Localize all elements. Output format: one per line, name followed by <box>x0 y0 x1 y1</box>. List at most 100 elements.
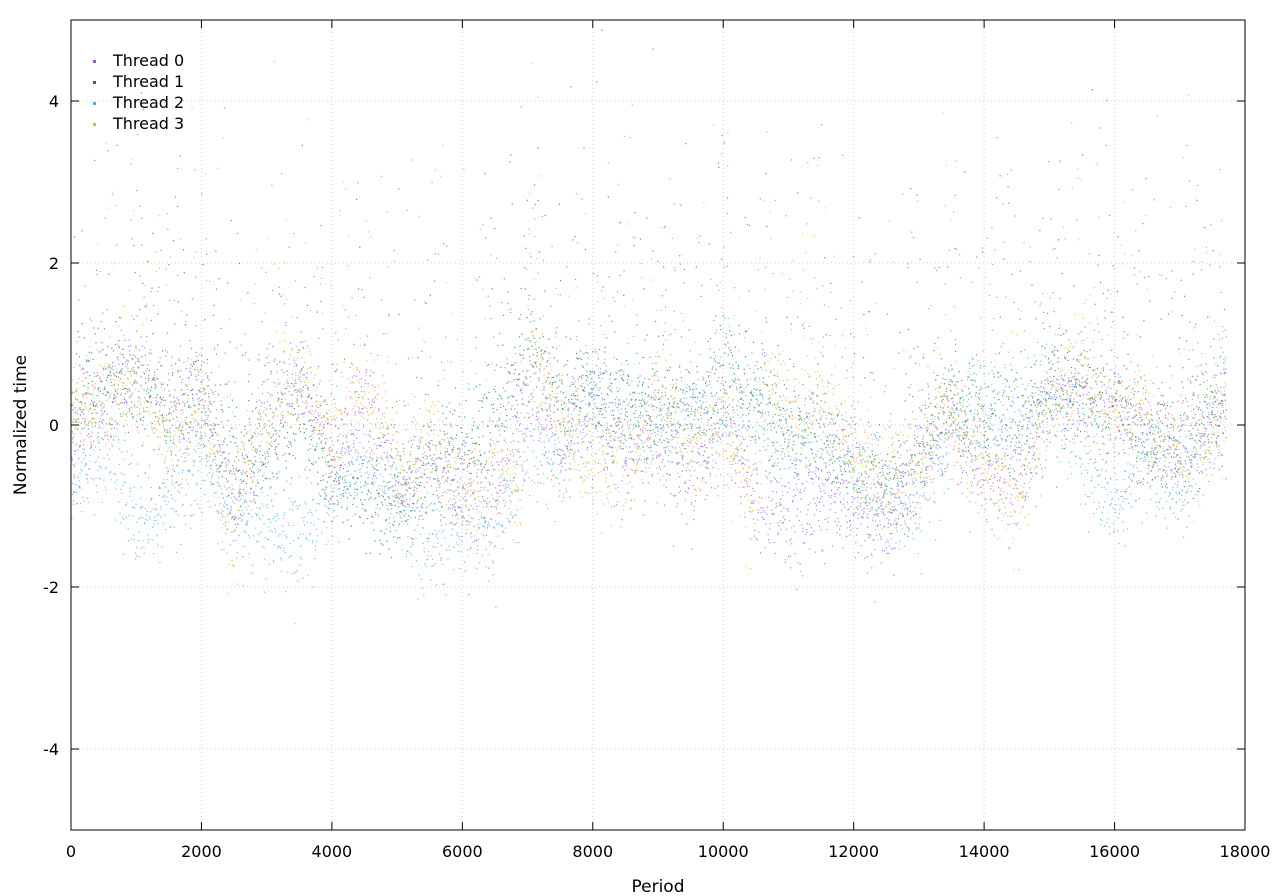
point <box>294 413 296 415</box>
point <box>422 464 425 466</box>
point <box>689 479 691 481</box>
point <box>808 548 811 550</box>
point <box>928 393 930 395</box>
point <box>232 465 234 467</box>
point <box>1173 437 1175 440</box>
point <box>379 539 381 541</box>
point <box>1164 491 1166 493</box>
point <box>638 436 640 438</box>
point <box>371 459 373 461</box>
point <box>193 361 195 363</box>
point <box>641 404 643 406</box>
point <box>208 396 210 398</box>
point <box>1176 454 1178 456</box>
point <box>670 493 672 495</box>
point <box>930 454 932 456</box>
point <box>1168 438 1170 440</box>
point <box>453 491 455 493</box>
point <box>761 497 763 499</box>
point <box>603 399 606 401</box>
point <box>105 394 107 396</box>
point <box>761 516 763 518</box>
point <box>588 441 590 443</box>
point <box>815 504 818 506</box>
point <box>525 338 527 340</box>
point <box>924 446 926 448</box>
point <box>321 449 323 451</box>
point <box>1056 456 1058 458</box>
point <box>827 521 829 523</box>
point <box>1068 339 1070 341</box>
point <box>789 540 791 542</box>
point <box>822 458 824 460</box>
point <box>714 373 716 375</box>
point <box>252 436 254 438</box>
point <box>277 477 279 479</box>
point <box>516 412 518 414</box>
point <box>296 364 298 366</box>
point <box>520 287 522 289</box>
point <box>883 526 885 528</box>
point <box>105 379 108 381</box>
point <box>662 385 664 388</box>
point <box>907 263 909 265</box>
point <box>102 348 104 351</box>
point <box>467 490 469 492</box>
point <box>213 446 215 448</box>
point <box>1022 497 1024 499</box>
point <box>435 445 437 447</box>
point <box>407 519 409 521</box>
point <box>106 413 108 415</box>
point <box>742 414 744 416</box>
point <box>152 232 154 235</box>
point <box>763 427 765 430</box>
point <box>583 390 585 392</box>
point <box>1225 372 1227 374</box>
point <box>608 432 610 434</box>
point <box>422 518 424 520</box>
point <box>630 399 632 401</box>
point <box>360 456 362 458</box>
point <box>133 382 135 384</box>
point <box>197 424 199 426</box>
point <box>322 475 324 477</box>
point <box>679 263 682 265</box>
point <box>503 439 505 441</box>
point <box>1217 455 1219 457</box>
point <box>764 352 766 354</box>
point <box>356 391 358 393</box>
point <box>105 354 107 356</box>
point <box>813 157 815 159</box>
point <box>888 511 890 513</box>
point <box>95 269 98 271</box>
point <box>380 445 382 447</box>
point <box>190 372 192 374</box>
point <box>310 412 312 414</box>
point <box>1035 436 1038 438</box>
point <box>296 317 298 319</box>
point <box>468 508 470 510</box>
point <box>990 465 992 467</box>
point <box>627 492 629 494</box>
point <box>749 479 751 481</box>
point <box>304 438 307 440</box>
point <box>518 336 521 338</box>
point <box>747 485 749 487</box>
point <box>502 530 504 532</box>
point <box>199 369 201 371</box>
point <box>677 431 679 434</box>
point <box>518 374 520 376</box>
point <box>586 448 588 451</box>
point <box>939 432 941 434</box>
point <box>764 383 766 385</box>
point <box>506 415 508 417</box>
point <box>153 371 156 373</box>
point <box>906 463 908 465</box>
point <box>835 511 837 513</box>
point <box>779 419 781 421</box>
point <box>404 520 406 522</box>
point <box>322 447 324 449</box>
point <box>1176 454 1178 456</box>
point <box>1127 432 1129 434</box>
point <box>911 473 913 475</box>
